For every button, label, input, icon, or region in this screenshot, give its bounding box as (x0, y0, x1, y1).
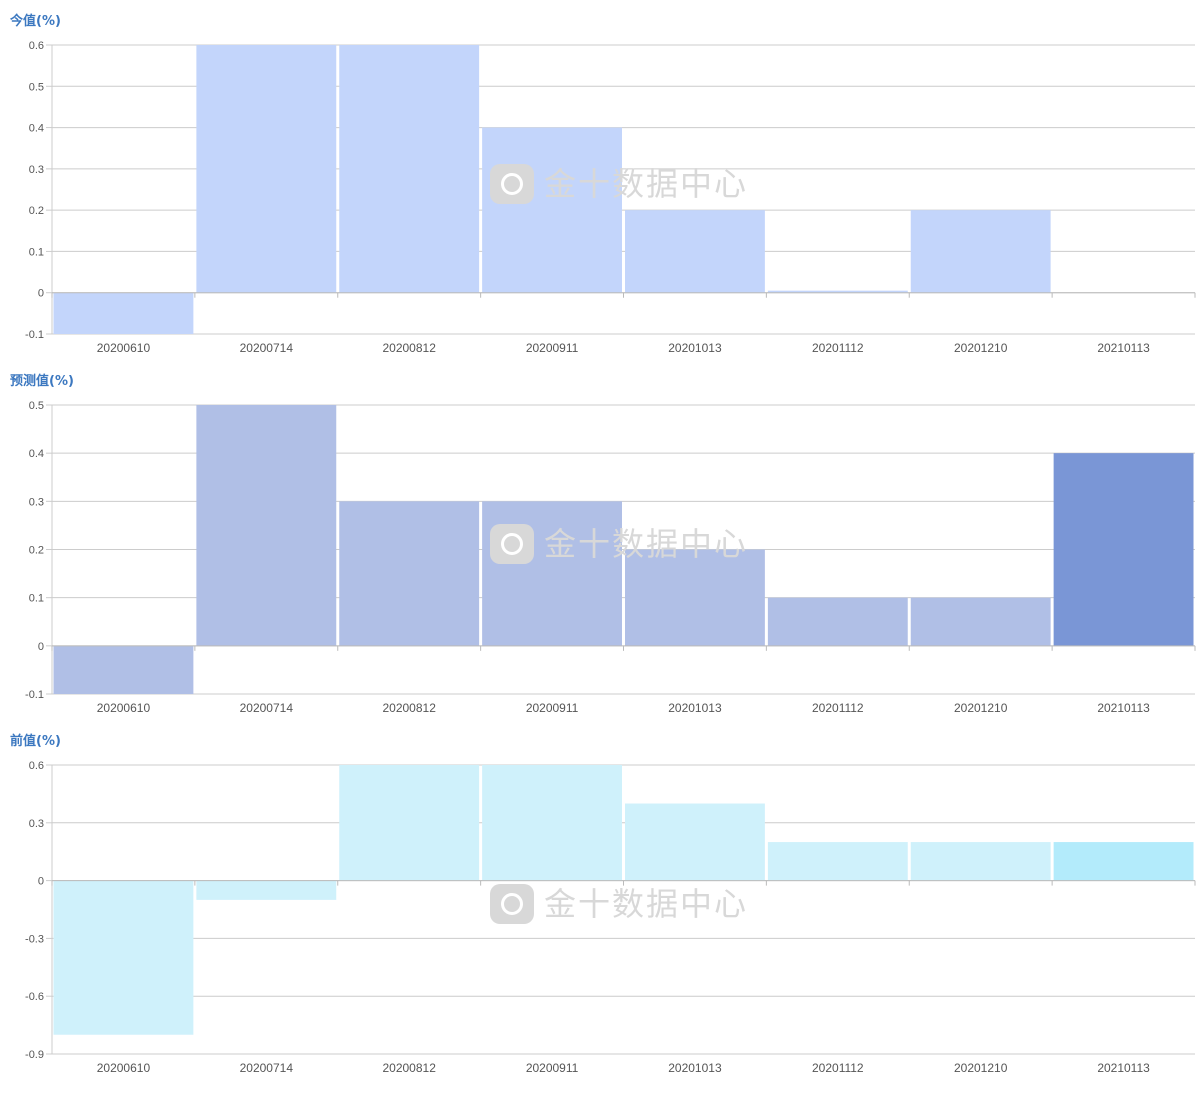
chart-title: 预测值(%) (10, 374, 74, 389)
bar[interactable] (625, 803, 765, 881)
bar[interactable] (910, 597, 1051, 646)
y-tick-label: 0.2 (29, 205, 44, 217)
y-tick-label: 0 (38, 288, 44, 300)
bar[interactable] (767, 842, 908, 881)
bar[interactable] (53, 645, 194, 694)
x-tick-label: 20200812 (382, 1061, 436, 1075)
bar[interactable] (53, 292, 194, 334)
x-tick-label: 20201013 (668, 701, 722, 715)
bar[interactable] (53, 880, 194, 1035)
bar[interactable] (767, 290, 908, 293)
bar[interactable] (625, 549, 765, 646)
y-tick-label: 0.5 (29, 81, 44, 93)
x-tick-label: 20200714 (240, 1061, 294, 1075)
y-tick-label: -0.3 (25, 933, 44, 945)
bar[interactable] (1053, 842, 1194, 881)
x-tick-label: 20210113 (1097, 341, 1150, 355)
y-tick-label: -0.1 (25, 689, 44, 701)
x-tick-label: 20200812 (382, 701, 436, 715)
y-tick-label: -0.6 (25, 991, 44, 1003)
y-tick-label: 0.1 (29, 593, 44, 605)
x-tick-label: 20201210 (954, 341, 1008, 355)
y-tick-label: 0.5 (29, 400, 44, 412)
y-tick-label: 0.4 (29, 448, 44, 460)
x-tick-label: 20201013 (668, 1061, 722, 1075)
y-tick-label: 0.6 (29, 40, 44, 52)
bar[interactable] (910, 842, 1051, 881)
y-tick-label: 0.6 (29, 760, 44, 772)
bar[interactable] (625, 210, 765, 293)
y-tick-label: 0.3 (29, 818, 44, 830)
x-tick-label: 20201210 (954, 701, 1008, 715)
x-tick-label: 20201112 (812, 1061, 864, 1075)
bar[interactable] (196, 45, 337, 293)
y-tick-label: 0.1 (29, 246, 44, 258)
bar[interactable] (482, 501, 622, 646)
bar-chart-svg: -0.1 0 0.1 0.2 0.3 0.4 0.5 20200610 20200714 2020… (25, 400, 1196, 715)
y-tick-label: -0.9 (25, 1049, 44, 1061)
bar[interactable] (767, 597, 908, 646)
x-tick-label: 20200911 (526, 1061, 579, 1075)
x-tick-label: 20201013 (668, 341, 722, 355)
bar[interactable] (482, 127, 622, 293)
y-tick-label: 0 (38, 876, 44, 888)
chart-panel-3: 前值(%) -0.9 -0.6 -0.3 0 0.3 0.6 20200610 20200714… (0, 720, 1200, 1080)
x-tick-label: 20200812 (382, 341, 436, 355)
chart-title: 今值(%) (10, 14, 61, 29)
bar[interactable] (196, 880, 337, 900)
bar[interactable] (482, 765, 622, 881)
x-tick-label: 20201112 (812, 701, 864, 715)
x-tick-label: 20210113 (1097, 1061, 1150, 1075)
y-tick-label: 0 (38, 641, 44, 653)
bar[interactable] (1053, 453, 1194, 646)
x-tick-label: 20200714 (240, 341, 294, 355)
x-tick-label: 20200610 (97, 341, 151, 355)
x-tick-label: 20200610 (97, 701, 151, 715)
y-tick-label: 0.2 (29, 545, 44, 557)
y-tick-label: -0.1 (25, 329, 44, 341)
x-tick-label: 20200911 (526, 701, 579, 715)
x-tick-label: 20200714 (240, 701, 294, 715)
bar[interactable] (339, 501, 480, 646)
x-tick-label: 20201112 (812, 341, 864, 355)
bar-chart-svg: -0.1 0 0.1 0.2 0.3 0.4 0.5 0.6 20200610 20200714 2… (25, 40, 1196, 355)
bar[interactable] (910, 210, 1051, 293)
chart-panel-2: 预测值(%) -0.1 0 0.1 0.2 0.3 0.4 0.5 20200610 202007… (0, 360, 1200, 720)
chart-panel-1: 今值(%) -0.1 0 0.1 0.2 0.3 0.4 0.5 0.6 20200610 2020… (0, 0, 1200, 360)
y-tick-label: 0.3 (29, 164, 44, 176)
bar-chart-svg: -0.9 -0.6 -0.3 0 0.3 0.6 20200610 20200714 20200… (25, 760, 1196, 1075)
bar[interactable] (196, 405, 337, 646)
y-tick-label: 0.4 (29, 123, 44, 135)
x-tick-label: 20200610 (97, 1061, 151, 1075)
y-tick-label: 0.3 (29, 496, 44, 508)
bar[interactable] (339, 45, 480, 293)
x-tick-label: 20200911 (526, 341, 579, 355)
bar[interactable] (339, 765, 480, 881)
x-tick-label: 20210113 (1097, 701, 1150, 715)
chart-title: 前值(%) (10, 734, 61, 749)
x-tick-label: 20201210 (954, 1061, 1008, 1075)
